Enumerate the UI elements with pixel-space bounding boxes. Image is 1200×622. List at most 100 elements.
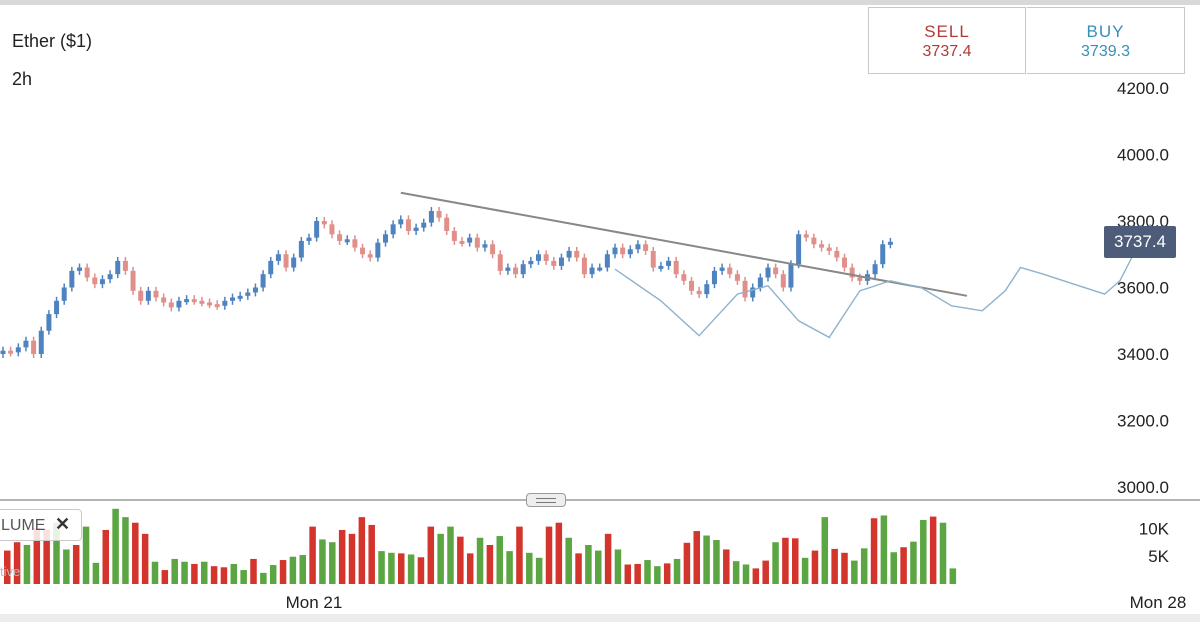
top-divider xyxy=(0,0,1200,5)
candle xyxy=(711,266,717,289)
volume-bar xyxy=(516,526,523,584)
candle-body xyxy=(214,304,220,308)
candle-body xyxy=(176,300,182,308)
candle xyxy=(344,235,350,245)
candle-body xyxy=(360,247,366,255)
volume-bar xyxy=(368,524,375,584)
candle-body xyxy=(405,219,411,231)
buy-button[interactable]: BUY 3739.3 xyxy=(1027,7,1185,74)
candle-body xyxy=(558,257,564,266)
price-tick-label: 3600.0 xyxy=(1117,279,1169,298)
candle-body xyxy=(390,224,396,235)
volume-bar xyxy=(732,561,740,584)
candle xyxy=(107,270,113,284)
candle xyxy=(612,243,618,259)
volume-bar xyxy=(171,558,178,584)
volume-bar xyxy=(506,551,513,584)
timeframe-label[interactable]: 2h xyxy=(12,69,33,89)
bottom-scrollbar[interactable] xyxy=(0,614,1200,622)
candle-body xyxy=(46,314,52,331)
candle xyxy=(620,243,626,259)
candle-body xyxy=(734,274,740,281)
candle-body xyxy=(207,302,213,306)
candle xyxy=(428,207,434,227)
candle xyxy=(497,250,503,275)
volume-bar xyxy=(614,549,622,584)
candle-body xyxy=(742,280,748,298)
volume-bar xyxy=(161,570,169,584)
candle-body xyxy=(314,221,320,238)
candle-body xyxy=(765,267,771,278)
volume-bar xyxy=(663,563,671,584)
volume-bar xyxy=(181,561,188,584)
candle-body xyxy=(803,234,809,238)
candle xyxy=(38,326,44,358)
candle xyxy=(811,233,817,249)
volume-bar xyxy=(654,566,661,584)
candle xyxy=(872,260,878,279)
candle-body xyxy=(275,254,281,261)
candle-body xyxy=(589,267,595,275)
volume-bar xyxy=(23,545,31,584)
candle xyxy=(543,250,549,265)
volume-bar xyxy=(112,508,119,584)
instrument-title: Ether ($1) xyxy=(12,31,93,51)
candle xyxy=(474,233,480,252)
close-icon[interactable]: ✕ xyxy=(55,514,71,534)
volume-bar xyxy=(644,560,651,584)
volume-bar xyxy=(53,522,60,584)
candle-body xyxy=(819,244,825,248)
candle-body xyxy=(666,260,672,266)
candle xyxy=(796,230,802,269)
candle xyxy=(719,263,725,275)
price-tick-label: 3400.0 xyxy=(1117,345,1169,364)
candle-body xyxy=(811,237,817,245)
volume-bar xyxy=(742,564,750,584)
price-axis: 4200.04000.03800.03600.03400.03200.03000… xyxy=(1117,79,1169,497)
volume-indicator-badge: LUME ✕ xyxy=(0,509,82,541)
panel-resize-handle[interactable] xyxy=(526,493,566,507)
sell-button[interactable]: SELL 3737.4 xyxy=(868,7,1026,74)
volume-bar xyxy=(43,529,50,584)
candle xyxy=(704,280,710,299)
candle xyxy=(191,295,197,305)
candle xyxy=(834,246,840,262)
candle-body xyxy=(727,267,733,275)
candle xyxy=(252,283,258,297)
candle xyxy=(130,266,136,295)
volume-bar xyxy=(486,545,494,584)
sell-label: SELL xyxy=(924,22,970,41)
candle-body xyxy=(757,277,763,288)
candle xyxy=(558,253,564,270)
candle xyxy=(643,240,649,255)
candle-body xyxy=(352,239,358,248)
volume-bar xyxy=(437,533,444,584)
volume-bar xyxy=(860,548,868,584)
volume-bar xyxy=(526,552,533,584)
candle xyxy=(390,220,396,239)
candle xyxy=(826,243,832,255)
candle xyxy=(589,263,595,279)
volume-bar xyxy=(466,553,474,584)
volume-bar xyxy=(870,518,878,584)
candle-body xyxy=(635,244,641,250)
candle xyxy=(314,217,320,242)
candle xyxy=(23,336,29,352)
candle-body xyxy=(505,267,511,271)
volume-bar xyxy=(496,536,503,584)
candle xyxy=(230,293,235,305)
candle-body xyxy=(696,290,702,295)
trendline[interactable] xyxy=(400,191,968,297)
volume-bar xyxy=(102,529,109,584)
candle-body xyxy=(237,295,243,299)
volume-bar xyxy=(683,542,691,584)
candle-body xyxy=(536,254,541,261)
projection-path[interactable] xyxy=(614,223,1152,339)
candle-body xyxy=(780,274,786,288)
candle xyxy=(298,236,304,262)
candle xyxy=(46,310,52,335)
volume-bar xyxy=(309,526,316,584)
volume-bar xyxy=(585,545,592,584)
candle-body xyxy=(459,240,465,244)
